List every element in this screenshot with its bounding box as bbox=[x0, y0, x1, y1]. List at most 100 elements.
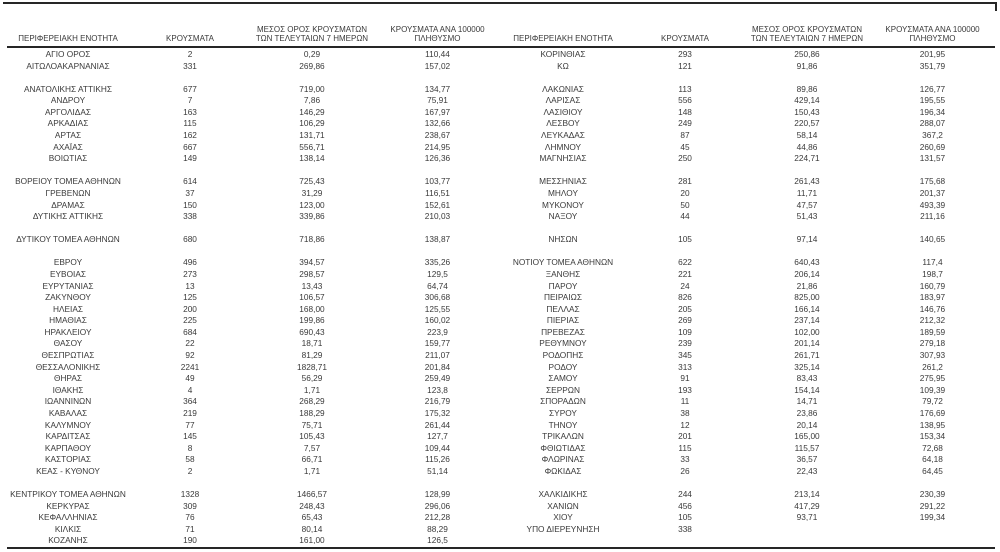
cell-cases: 71 bbox=[185, 523, 195, 534]
cell-cases: 345 bbox=[678, 350, 692, 361]
cell-region: ΑΧΑΪΑΣ bbox=[53, 141, 83, 152]
cell-avg7: 65,43 bbox=[301, 512, 323, 523]
cell-cases: 76 bbox=[185, 512, 195, 523]
cell-per100k: 189,59 bbox=[919, 326, 946, 337]
cell-avg7: 11,71 bbox=[796, 187, 818, 198]
cell-avg7: 556,71 bbox=[299, 141, 325, 152]
cell-region: ΡΕΘΥΜΝΟΥ bbox=[539, 338, 587, 349]
cell-per100k bbox=[870, 477, 995, 489]
table-row: ΚΟΡΙΝΘΙΑΣ 293 250,86 201,95 bbox=[500, 49, 995, 61]
table-row: ΘΕΣΣΑΛΟΝΙΚΗΣ 2241 1828,71 201,84 bbox=[5, 362, 500, 374]
table-row: ΚΙΛΚΙΣ 71 80,14 88,29 bbox=[5, 524, 500, 536]
table-row: ΧΙΟΥ 105 93,71 199,34 bbox=[500, 512, 995, 524]
cell-avg7: 1828,71 bbox=[297, 361, 327, 372]
table-row: ΜΕΣΣΗΝΙΑΣ 281 261,43 175,68 bbox=[500, 176, 995, 188]
cell-cases: 496 bbox=[183, 257, 197, 268]
cell-cases: 269 bbox=[678, 315, 692, 326]
cell-per100k bbox=[870, 223, 995, 235]
cell-region: ΑΡΓΟΛΙΔΑΣ bbox=[45, 106, 91, 117]
cell-avg7: 206,14 bbox=[794, 268, 820, 279]
cell-per100k: 198,7 bbox=[922, 268, 943, 279]
cell-cases: 45 bbox=[680, 141, 690, 152]
cell-region: ΠΡΕΒΕΖΑΣ bbox=[541, 326, 585, 337]
cell-avg7: 1,71 bbox=[303, 465, 321, 476]
cell-cases: 313 bbox=[678, 361, 692, 372]
cell-region: ΚΕΦΑΛΛΗΝΙΑΣ bbox=[38, 512, 98, 523]
table-row bbox=[5, 223, 500, 235]
cell-per100k: 88,29 bbox=[427, 523, 448, 534]
cell-region: ΘΕΣΠΡΩΤΙΑΣ bbox=[41, 350, 95, 361]
cell-region: ΚΟΡΙΝΘΙΑΣ bbox=[540, 49, 586, 59]
cell-region bbox=[500, 246, 626, 258]
cell-avg7 bbox=[744, 477, 870, 489]
cell-avg7: 719,00 bbox=[299, 83, 325, 94]
cell-region: ΙΩΑΝΝΙΝΩΝ bbox=[44, 396, 92, 407]
cell-avg7: 339,86 bbox=[299, 211, 325, 222]
cell-region: ΡΟΔΟΥ bbox=[548, 361, 578, 372]
cell-region: ΝΗΣΩΝ bbox=[548, 234, 578, 245]
column-header-cases: ΚΡΟΥΣΜΑΤΑ bbox=[661, 34, 709, 44]
cell-region: ΕΥΡΥΤΑΝΙΑΣ bbox=[42, 280, 94, 291]
table-row: ΒΟΙΩΤΙΑΣ 149 138,14 126,36 bbox=[5, 153, 500, 165]
cell-avg7: 237,14 bbox=[794, 315, 820, 326]
cell-avg7: 81,29 bbox=[301, 350, 323, 361]
cell-cases: 201 bbox=[678, 431, 692, 442]
cell-cases: 2241 bbox=[180, 361, 200, 372]
cell-per100k: 261,44 bbox=[424, 419, 451, 430]
cell-per100k: 176,69 bbox=[919, 407, 946, 418]
cell-region: ΛΗΜΝΟΥ bbox=[544, 141, 582, 152]
table-row bbox=[5, 477, 500, 489]
cell-cases bbox=[131, 165, 249, 177]
cell-region: ΞΑΝΘΗΣ bbox=[545, 268, 581, 279]
cell-per100k: 125,55 bbox=[424, 303, 451, 314]
cell-region: ΥΠΟ ΔΙΕΡΕΥΝΗΣΗ bbox=[526, 523, 600, 534]
cell-avg7 bbox=[744, 165, 870, 177]
cell-per100k: 64,45 bbox=[922, 465, 943, 476]
table-row: ΘΕΣΠΡΩΤΙΑΣ 92 81,29 211,07 bbox=[5, 350, 500, 362]
left-table-body: ΑΓΙΟ ΟΡΟΣ 2 0,29 110,44 ΑΙΤΩΛΟΑΚΑΡΝΑΝΙΑΣ… bbox=[5, 49, 500, 547]
cell-avg7: 429,14 bbox=[794, 95, 820, 106]
cell-per100k: 307,93 bbox=[919, 350, 946, 361]
top-border-line bbox=[3, 2, 997, 4]
cell-per100k: 212,28 bbox=[424, 512, 451, 523]
cell-cases bbox=[131, 246, 249, 258]
cell-cases: 614 bbox=[183, 176, 197, 187]
table-row: ΑΡΓΟΛΙΔΑΣ 163 146,29 167,97 bbox=[5, 107, 500, 119]
cell-avg7: 75,71 bbox=[301, 419, 323, 430]
cell-region bbox=[500, 223, 626, 235]
table-row: ΡΟΔΟΠΗΣ 345 261,71 307,93 bbox=[500, 350, 995, 362]
cell-per100k: 261,2 bbox=[922, 361, 943, 372]
cell-per100k: 109,44 bbox=[424, 442, 451, 453]
cell-region: ΘΗΡΑΣ bbox=[53, 373, 83, 384]
cell-region: ΣΠΟΡΑΔΩΝ bbox=[540, 396, 586, 407]
cell-per100k: 126,5 bbox=[427, 535, 448, 546]
cell-per100k: 183,97 bbox=[919, 292, 946, 303]
table-row: ΛΕΥΚΑΔΑΣ 87 58,14 367,2 bbox=[500, 130, 995, 142]
cell-region: ΠΑΡΟΥ bbox=[548, 280, 578, 291]
cell-per100k: 210,03 bbox=[424, 211, 451, 222]
cell-cases: 250 bbox=[678, 153, 692, 164]
cell-avg7: 298,57 bbox=[299, 268, 325, 279]
cell-per100k: 201,84 bbox=[424, 361, 451, 372]
cell-avg7: 261,43 bbox=[794, 176, 820, 187]
cell-per100k: 230,39 bbox=[919, 488, 946, 499]
cell-region: ΤΗΝΟΥ bbox=[548, 419, 578, 430]
cell-per100k bbox=[375, 223, 500, 235]
cell-per100k: 260,69 bbox=[919, 141, 946, 152]
cell-region: ΦΛΩΡΙΝΑΣ bbox=[541, 454, 585, 465]
cell-region bbox=[5, 223, 131, 235]
cell-per100k: 75,91 bbox=[427, 95, 448, 106]
table-row bbox=[5, 72, 500, 84]
cell-cases bbox=[626, 246, 744, 258]
cell-per100k: 196,34 bbox=[919, 106, 946, 117]
cell-avg7: 166,14 bbox=[794, 303, 820, 314]
table-row bbox=[500, 223, 995, 235]
table-row: ΗΛΕΙΑΣ 200 168,00 125,55 bbox=[5, 304, 500, 316]
table-row: ΙΩΑΝΝΙΝΩΝ 364 268,29 216,79 bbox=[5, 396, 500, 408]
cell-per100k: 51,14 bbox=[427, 465, 448, 476]
column-header-per100k: ΚΡΟΥΣΜΑΤΑ ΑΝΑ 100000 ΠΛΗΘΥΣΜΟ bbox=[885, 24, 980, 44]
cell-per100k bbox=[870, 246, 995, 258]
cell-per100k: 153,34 bbox=[919, 431, 946, 442]
table-row: ΛΗΜΝΟΥ 45 44,86 260,69 bbox=[500, 142, 995, 154]
cell-avg7: 1466,57 bbox=[297, 488, 327, 499]
